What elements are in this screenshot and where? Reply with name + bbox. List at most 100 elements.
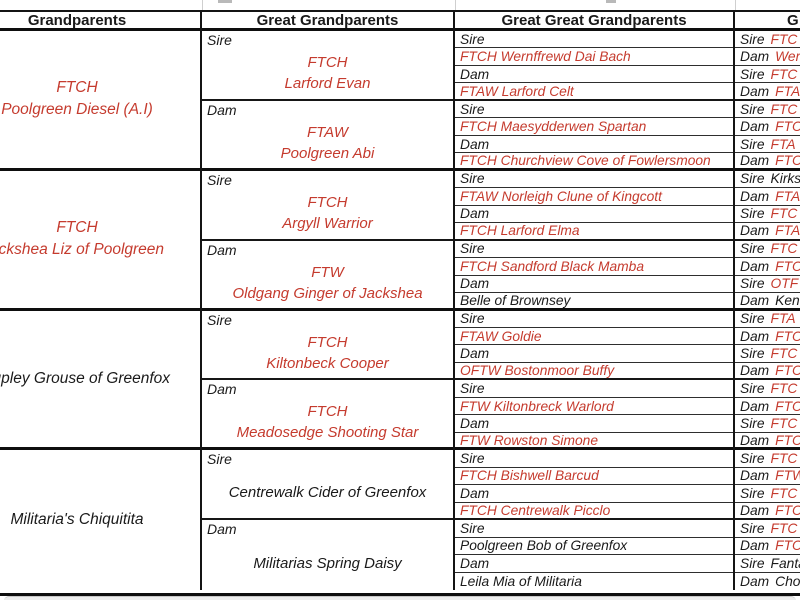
relation-label: Dam: [740, 363, 770, 379]
ancestor-name-fragment: FTA: [770, 311, 796, 327]
ancestor-row: Poolgreen Bob of Greenfox: [455, 538, 733, 556]
ggg-grandparent-row: Dam Cho: [735, 573, 800, 590]
grandparent-cell: Militaria's Chiquitita: [0, 450, 200, 590]
relation-row: Sire: [455, 171, 733, 189]
ggg-grandparent-row: Dam FTC: [735, 502, 800, 521]
ancestor-row: FTAW Goldie: [455, 328, 733, 346]
name-block: FTW Oldgang Ginger of Jackshea: [202, 258, 453, 308]
relation-label: Sire: [740, 485, 765, 501]
relation-label: Sire: [460, 520, 485, 536]
name-block: FTCH Kiltonbeck Cooper: [202, 328, 453, 379]
name-block: FTCH Larford Evan: [202, 48, 453, 99]
ancestor-row: FTCH Bishwell Barcud: [455, 468, 733, 486]
ancestor-name: Argyll Warrior: [282, 215, 373, 233]
ancestor-row: FTCH Centrewalk Picclo: [455, 503, 733, 521]
relation-label: Sire: [460, 450, 485, 466]
ancestor-name: Oldgang Ginger of Jackshea: [232, 284, 423, 302]
relation-label: Dam: [460, 416, 490, 432]
ggg-grandparent-row: Sire Kirks: [735, 171, 800, 189]
title-line: FTCH: [307, 403, 348, 421]
title-line: FTW: [311, 263, 344, 281]
relation-label: Sire: [740, 66, 765, 82]
relation-label: Sire: [740, 276, 765, 292]
great-grandparent-cell: Dam FTW Oldgang Ginger of Jackshea: [202, 241, 453, 311]
ggg-grandparent-row: Sire FTC: [735, 345, 800, 363]
ggg-grandparent-row: Dam Wer: [735, 48, 800, 66]
ancestor-name: FTCH Wernffrewd Dai Bach: [460, 49, 631, 65]
ancestor-row: FTW Rowston Simone: [455, 432, 733, 451]
title-line: FTCH: [307, 194, 348, 212]
ggg-grandparent-row: Sire FTC: [735, 415, 800, 433]
ancestor-name-fragment: FTC: [775, 363, 800, 379]
relation-label: Sire: [740, 241, 765, 257]
relation-label: Sire: [460, 171, 485, 187]
ancestor-row: FTCH Maesydderwen Spartan: [455, 118, 733, 136]
relation-label: Sire: [207, 32, 232, 48]
ancestor-name: FTAW Goldie: [460, 328, 542, 344]
relation-label: Dam: [740, 432, 770, 448]
ggg-grandparent-row: Dam FTA: [735, 188, 800, 206]
name-block: Centrewalk Cider of Greenfox: [202, 467, 453, 518]
relation-row: Dam: [455, 136, 733, 154]
ancestor-name-fragment: Wer: [775, 49, 800, 65]
ancestor-name-fragment: FTC: [770, 31, 798, 47]
ancestor-row: Belle of Brownsey: [455, 293, 733, 311]
relation-label: Sire: [740, 311, 765, 327]
relation-label: Dam: [460, 136, 490, 152]
name-block: FTCH Meadosedge Shooting Star: [202, 397, 453, 447]
relation-label: Sire: [460, 381, 485, 397]
ancestor-name-fragment: OTF: [770, 276, 799, 292]
ancestor-name: Militaria's Chiquitita: [10, 511, 144, 529]
ggg-grandparent-row: Dam FTW: [735, 468, 800, 486]
ancestor-name-fragment: FTA: [775, 188, 800, 204]
pedigree-table: Grandparents FTCH Poolgreen Diesel (A.I)…: [0, 10, 800, 596]
relation-label: Dam: [740, 538, 770, 554]
relation-label: Sire: [740, 346, 765, 362]
ancestor-name: FTW Rowston Simone: [460, 432, 599, 448]
relation-label: Dam: [740, 258, 770, 274]
relation-label: Sire: [740, 555, 765, 571]
ancestor-name: Larford Evan: [284, 75, 371, 93]
ancestor-name: aupley Grouse of Greenfox: [0, 369, 171, 387]
ggg-grandparent-row: Dam FTC: [735, 118, 800, 136]
column-great-great-grandparents: Great Great Grandparents Sire FTCH Wernf…: [455, 12, 735, 590]
ancestor-name: Poolgreen Bob of Greenfox: [460, 538, 628, 554]
ancestor-name-fragment: FTC: [770, 66, 798, 82]
relation-label: Sire: [207, 311, 232, 328]
name-block: Militarias Spring Daisy: [202, 537, 453, 590]
relation-label: Sire: [460, 31, 485, 47]
ancestor-name-fragment: FTC: [770, 241, 798, 257]
relation-label: Dam: [207, 521, 237, 538]
ancestor-name: FTAW Larford Celt: [460, 83, 574, 99]
ancestor-row: FTCH Sandford Black Mamba: [455, 258, 733, 276]
header-great-grandparents: Great Grandparents: [202, 12, 453, 31]
great-grandparent-cell: Sire FTCH Kiltonbeck Cooper: [202, 311, 453, 381]
relation-row: Dam: [455, 66, 733, 84]
relation-label: Dam: [460, 206, 490, 222]
ggg-grandparent-row: Sire FTC: [735, 241, 800, 259]
ggg-grandparent-row: Sire FTC: [735, 450, 800, 468]
ggg-grandparent-row: Dam FTC: [735, 398, 800, 416]
ancestor-name: FTW Kiltonbreck Warlord: [460, 398, 614, 414]
relation-label: Sire: [740, 31, 765, 47]
ancestor-name-fragment: Fanta: [770, 555, 800, 571]
ancestor-name: ackshea Liz of Poolgreen: [0, 241, 165, 259]
header-label-fragment: G: [787, 11, 799, 29]
ggg-grandparent-row: Sire OTF: [735, 276, 800, 294]
relation-label: Dam: [740, 502, 770, 518]
ancestor-name-fragment: FTC: [770, 346, 798, 362]
relation-row: Sire: [455, 380, 733, 398]
relation-label: Dam: [207, 101, 237, 118]
ancestor-name-fragment: FTA: [770, 136, 796, 152]
relation-label: Sire: [740, 171, 765, 187]
grandparent-cell: aupley Grouse of Greenfox: [0, 311, 200, 451]
ancestor-row: FTAW Larford Celt: [455, 83, 733, 101]
ancestor-row: OFTW Bostonmoor Buffy: [455, 363, 733, 381]
ancestor-name: Centrewalk Cider of Greenfox: [228, 484, 427, 502]
relation-label: Dam: [740, 119, 770, 135]
ancestor-name-fragment: FTC: [775, 153, 800, 169]
great-grandparent-cell: Sire FTCH Larford Evan: [202, 31, 453, 101]
relation-row: Dam: [455, 206, 733, 224]
relation-label: Sire: [740, 450, 765, 466]
cropped-content-tick: [606, 0, 616, 3]
